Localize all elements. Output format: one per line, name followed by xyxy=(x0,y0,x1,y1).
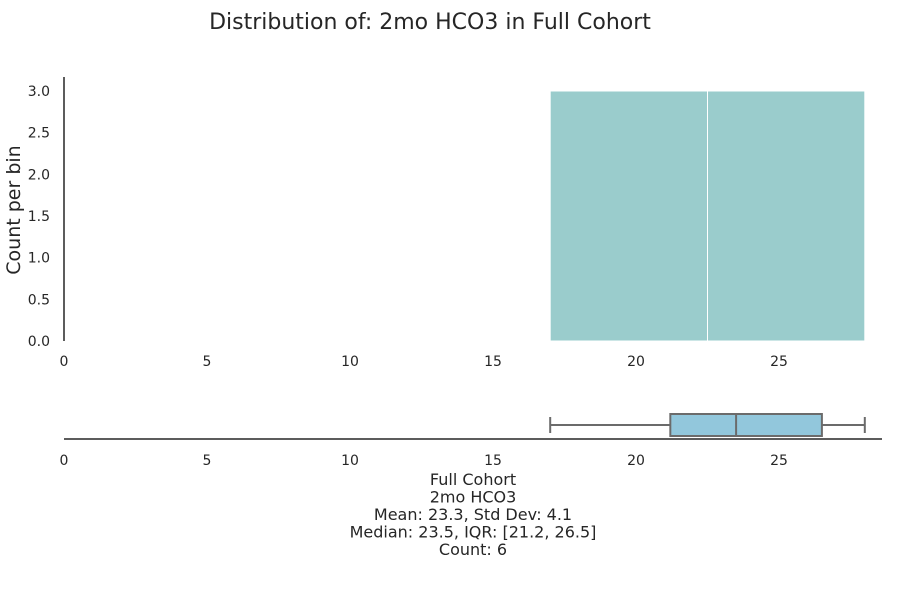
boxplot-x-tick-label: 10 xyxy=(341,453,359,469)
boxplot-box xyxy=(669,413,823,437)
histogram-x-tick-label: 5 xyxy=(203,354,212,370)
histogram-x-tick-label: 0 xyxy=(60,354,69,370)
chart-title: Distribution of: 2mo HCO3 in Full Cohort xyxy=(209,10,651,35)
histogram-y-tick-label: 2.0 xyxy=(28,167,50,183)
histogram-x-tick-label: 25 xyxy=(770,354,788,370)
boxplot-caption-line: Count: 6 xyxy=(439,540,507,559)
boxplot-x-tick-label: 15 xyxy=(484,453,502,469)
histogram-x-tick-label: 15 xyxy=(484,354,502,370)
histogram-y-tick-label: 3.0 xyxy=(28,84,50,100)
boxplot-x-tick-label: 0 xyxy=(60,453,69,469)
boxplot-caption-line: Mean: 23.3, Std Dev: 4.1 xyxy=(374,505,572,524)
histogram-bar-1 xyxy=(549,90,709,342)
histogram-y-tick-label: 1.0 xyxy=(28,251,50,267)
histogram-y-tick-label: 1.5 xyxy=(28,209,50,225)
histogram-x-tick-label: 10 xyxy=(341,354,359,370)
boxplot-x-tick-label: 5 xyxy=(203,453,212,469)
histogram-bar-2 xyxy=(707,90,866,342)
histogram-panel: 0.0 0.5 1.0 1.5 2.0 2.5 3.0 0 5 10 15 20 25 Count p… xyxy=(3,77,866,370)
histogram-y-tick-label: 0.0 xyxy=(28,334,50,350)
boxplot-caption-line: 2mo HCO3 xyxy=(430,488,517,507)
histogram-y-tick-label: 0.5 xyxy=(28,292,50,308)
histogram-x-tick-label: 20 xyxy=(627,354,645,370)
boxplot-x-tick-label: 25 xyxy=(770,453,788,469)
histogram-y-axis-label: Count per bin xyxy=(3,145,25,274)
boxplot-x-tick-label: 20 xyxy=(627,453,645,469)
boxplot-caption-line: Median: 23.5, IQR: [21.2, 26.5] xyxy=(350,523,597,542)
histogram-y-tick-label: 2.5 xyxy=(28,126,50,142)
boxplot-caption-line: Full Cohort xyxy=(430,470,516,489)
